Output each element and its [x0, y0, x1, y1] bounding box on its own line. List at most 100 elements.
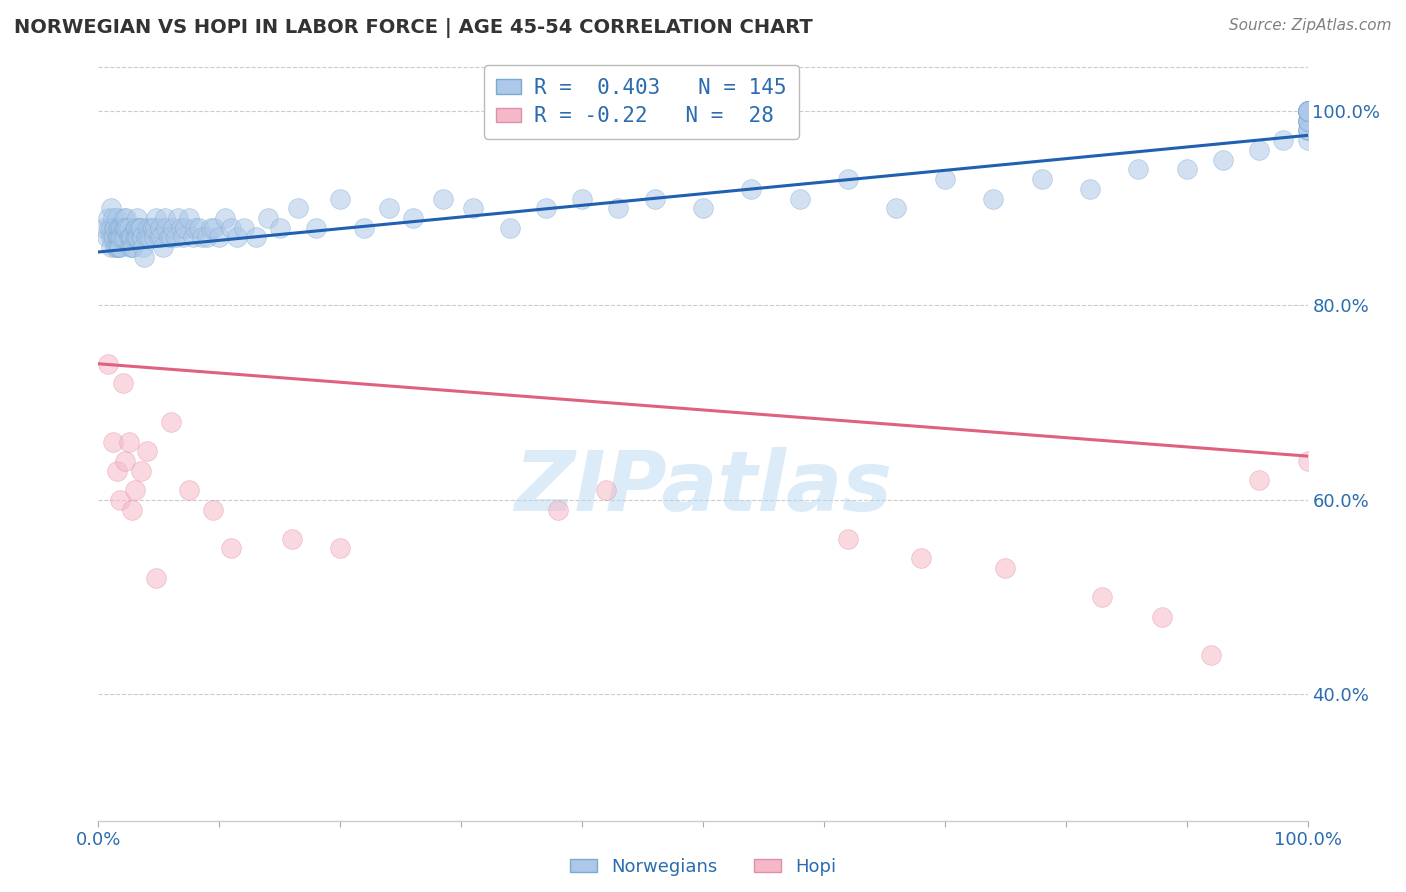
Point — [110, 220, 132, 235]
Point — [498, 220, 520, 235]
Point — [145, 571, 167, 585]
Point — [108, 220, 131, 235]
Point — [179, 483, 201, 497]
Point — [595, 483, 617, 497]
Point — [157, 230, 180, 244]
Point — [125, 230, 148, 244]
Point — [112, 211, 135, 225]
Point — [837, 172, 859, 186]
Point — [112, 220, 135, 235]
Point — [179, 211, 201, 225]
Point — [131, 230, 153, 244]
Point — [1249, 474, 1271, 488]
Point — [1091, 590, 1114, 604]
Point — [160, 415, 183, 429]
Point — [910, 551, 932, 566]
Point — [287, 201, 309, 215]
Point — [221, 541, 243, 556]
Point — [121, 502, 143, 516]
Point — [547, 502, 569, 516]
Point — [117, 220, 139, 235]
Point — [142, 220, 165, 235]
Point — [143, 230, 166, 244]
Point — [135, 220, 157, 235]
Point — [281, 532, 304, 546]
Point — [1296, 113, 1319, 128]
Point — [138, 220, 160, 235]
Point — [96, 230, 118, 244]
Point — [256, 211, 278, 225]
Point — [143, 220, 166, 235]
Point — [120, 230, 142, 244]
Point — [107, 220, 129, 235]
Point — [97, 211, 120, 225]
Point — [1296, 133, 1319, 147]
Point — [1296, 123, 1319, 137]
Text: NORWEGIAN VS HOPI IN LABOR FORCE | AGE 45-54 CORRELATION CHART: NORWEGIAN VS HOPI IN LABOR FORCE | AGE 4… — [14, 18, 813, 37]
Point — [169, 220, 191, 235]
Point — [571, 192, 593, 206]
Point — [1296, 113, 1319, 128]
Point — [105, 240, 128, 254]
Point — [155, 220, 177, 235]
Point — [105, 464, 128, 478]
Point — [114, 230, 136, 244]
Point — [118, 230, 141, 244]
Point — [100, 240, 122, 254]
Point — [1296, 103, 1319, 118]
Point — [202, 502, 225, 516]
Point — [108, 240, 131, 254]
Point — [1296, 103, 1319, 118]
Point — [132, 240, 155, 254]
Point — [107, 230, 129, 244]
Point — [269, 220, 291, 235]
Point — [1296, 113, 1319, 128]
Point — [93, 220, 115, 235]
Point — [105, 230, 128, 244]
Point — [97, 357, 120, 371]
Point — [692, 201, 714, 215]
Point — [232, 220, 254, 235]
Point — [994, 561, 1017, 575]
Point — [139, 230, 162, 244]
Point — [141, 220, 163, 235]
Point — [104, 240, 127, 254]
Point — [214, 211, 236, 225]
Point — [124, 220, 146, 235]
Point — [108, 220, 131, 235]
Point — [135, 230, 157, 244]
Point — [1078, 182, 1101, 196]
Point — [100, 230, 122, 244]
Point — [377, 201, 399, 215]
Point — [115, 211, 138, 225]
Point — [118, 230, 141, 244]
Point — [221, 220, 243, 235]
Point — [125, 220, 148, 235]
Point — [174, 220, 197, 235]
Point — [1212, 153, 1234, 167]
Point — [111, 230, 134, 244]
Point — [118, 240, 141, 254]
Point — [184, 220, 207, 235]
Point — [789, 192, 811, 206]
Point — [607, 201, 630, 215]
Point — [181, 230, 204, 244]
Point — [1296, 454, 1319, 468]
Point — [1152, 609, 1174, 624]
Legend: Norwegians, Hopi: Norwegians, Hopi — [562, 851, 844, 883]
Point — [165, 230, 187, 244]
Point — [124, 483, 146, 497]
Point — [740, 182, 762, 196]
Point — [1296, 103, 1319, 118]
Point — [111, 220, 134, 235]
Point — [305, 220, 328, 235]
Point — [98, 220, 121, 235]
Point — [162, 220, 184, 235]
Point — [1296, 113, 1319, 128]
Point — [1296, 103, 1319, 118]
Point — [103, 220, 125, 235]
Point — [100, 201, 122, 215]
Point — [145, 211, 167, 225]
Point — [114, 220, 136, 235]
Point — [121, 230, 143, 244]
